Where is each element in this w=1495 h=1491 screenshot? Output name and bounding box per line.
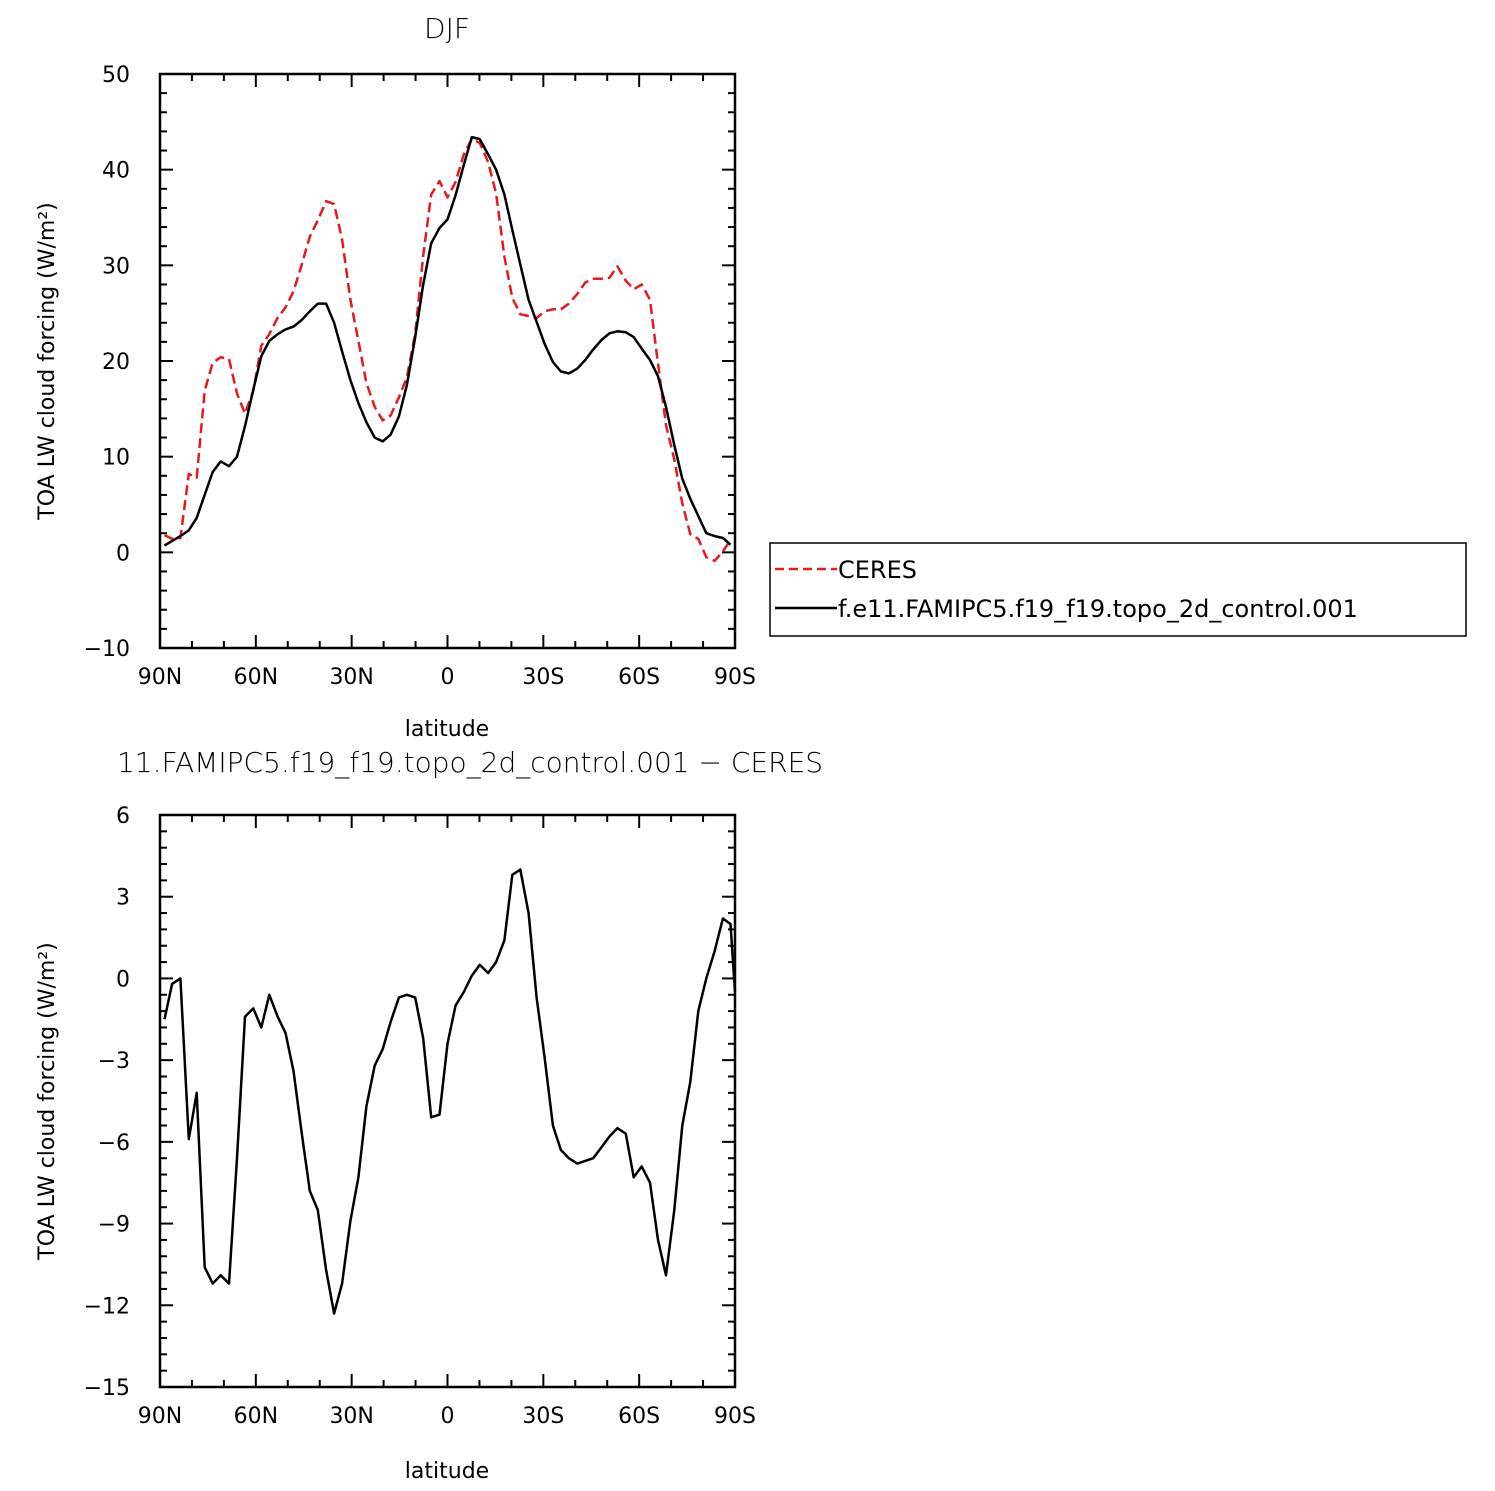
top-plot-frame	[158, 72, 737, 650]
bottom-y-axis-label: TOA LW cloud forcing (W/m²)	[35, 942, 60, 1260]
y-tick-label: 30	[102, 254, 130, 279]
y-tick-label: −9	[98, 1213, 130, 1238]
legend: CERES f.e11.FAMIPC5.f19_f19.topo_2d_cont…	[769, 542, 1467, 637]
series-line-ceres	[163, 137, 732, 563]
y-tick-label: 10	[102, 446, 130, 471]
x-tick-label: 60N	[234, 1404, 278, 1429]
series-line-model	[163, 135, 732, 547]
bottom-panel: 11.FAMIPC5.f19_f19.topo_2d_control.001 −…	[35, 746, 823, 1484]
y-tick-label: −6	[98, 1131, 130, 1156]
x-tick-label: 90N	[138, 665, 182, 690]
y-tick-label: 6	[116, 804, 130, 829]
x-tick-label: 90S	[714, 665, 756, 690]
top-y-axis-label: TOA LW cloud forcing (W/m²)	[35, 202, 60, 520]
x-tick-label: 0	[441, 665, 455, 690]
top-x-axis-label: latitude	[405, 717, 489, 742]
x-tick-label: 90S	[714, 1404, 756, 1429]
series-line-difference	[163, 868, 737, 1315]
y-tick-label: 20	[102, 350, 130, 375]
y-tick-label: −12	[84, 1294, 130, 1319]
x-tick-label: 30S	[522, 1404, 564, 1429]
top-panel-title: DJF	[424, 12, 470, 45]
legend-box	[769, 542, 1467, 637]
y-tick-label: 40	[102, 159, 130, 184]
top-panel: DJF 90N 60N 30N 0 30S 60S 90S −10 0 10 20 30 40 50 la…	[35, 12, 756, 742]
bottom-panel-title: 11.FAMIPC5.f19_f19.topo_2d_control.001 −…	[117, 746, 823, 780]
y-tick-label: 3	[116, 886, 130, 911]
bottom-plot-frame	[158, 813, 737, 1389]
legend-label-ceres: CERES	[838, 556, 917, 584]
x-tick-label: 0	[441, 1404, 455, 1429]
bottom-x-axis-label: latitude	[405, 1459, 489, 1484]
x-tick-label: 30N	[329, 665, 373, 690]
x-tick-label: 60S	[618, 665, 660, 690]
x-tick-label: 60N	[234, 665, 278, 690]
y-tick-label: −15	[84, 1376, 130, 1401]
x-tick-label: 30N	[329, 1404, 373, 1429]
y-tick-label: −10	[84, 637, 130, 662]
y-tick-label: −3	[98, 1049, 130, 1074]
x-tick-label: 30S	[522, 665, 564, 690]
y-tick-label: 0	[116, 541, 130, 566]
x-tick-label: 90N	[138, 1404, 182, 1429]
y-tick-label: 50	[102, 63, 130, 88]
legend-label-model: f.e11.FAMIPC5.f19_f19.topo_2d_control.00…	[838, 595, 1358, 623]
y-tick-label: 0	[116, 967, 130, 992]
x-tick-label: 60S	[618, 1404, 660, 1429]
